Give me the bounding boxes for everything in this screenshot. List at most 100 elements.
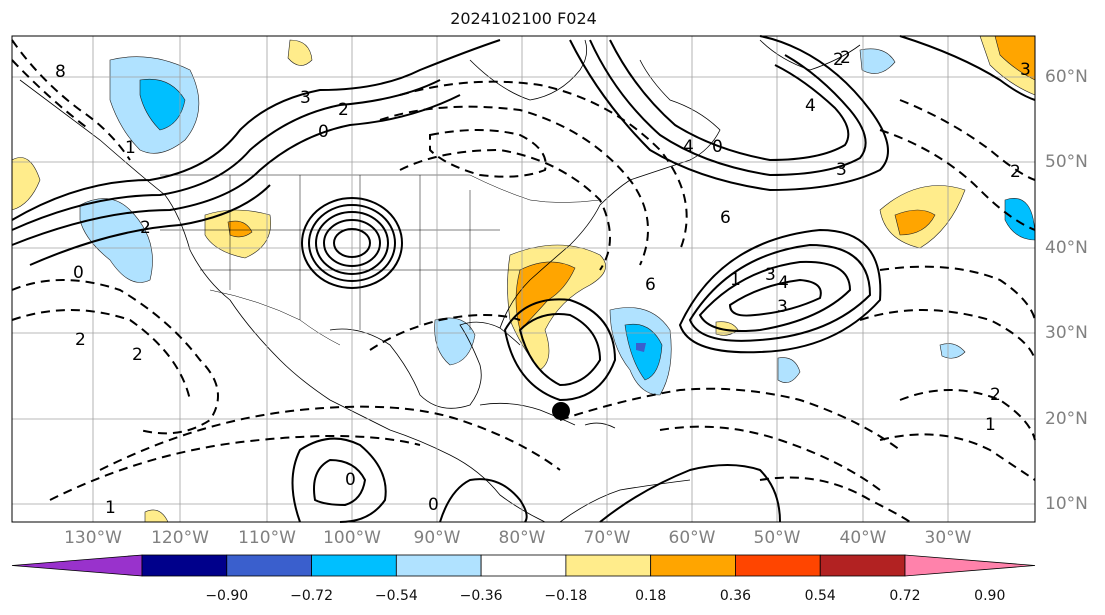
colorbar-tick-label: 0.54	[804, 588, 836, 604]
lon-label: 100°W	[323, 528, 381, 548]
colorbar-tick-label: −0.90	[205, 588, 249, 604]
contour-neg-west-1	[11, 279, 219, 435]
colorbar-tick-label: 0.90	[974, 588, 1006, 604]
contour-north-band-2	[11, 79, 441, 231]
contour-label: 1	[730, 270, 741, 290]
contour-label: 0	[345, 470, 356, 490]
lon-label: 110°W	[238, 528, 296, 548]
contour-bahamas-1	[518, 313, 602, 387]
shade-blue-midatl	[777, 357, 801, 383]
shade-yellow-nw	[287, 39, 313, 66]
contour-label: 0	[428, 495, 439, 515]
lon-label: 80°W	[498, 528, 546, 548]
contour-label: 2	[75, 330, 86, 350]
lon-label: 60°W	[668, 528, 716, 548]
colorbar-tick-label: 0.18	[635, 588, 667, 604]
shade-blue-atlantic-core	[624, 323, 663, 381]
colorbar-tick-label: −0.54	[374, 588, 418, 604]
contour-label: 0	[318, 122, 329, 142]
contour-label: 4	[805, 96, 816, 116]
shade-yellow-west	[11, 157, 41, 211]
coast-us-east	[499, 179, 631, 329]
contour-label: 3	[765, 265, 776, 285]
contour-label: 1	[125, 138, 136, 158]
contour-neg-west-2	[11, 309, 191, 401]
contour-greenland-3	[609, 39, 850, 162]
colorbar-segment	[395, 554, 482, 577]
contour-label: 4	[778, 273, 789, 293]
contour-south-4	[599, 464, 781, 523]
colorbar-segment	[311, 554, 397, 577]
colorbar-tick-label: −0.18	[544, 588, 588, 604]
contour-label: 3	[836, 160, 847, 180]
contour-label: 2	[833, 50, 844, 70]
coast-hispaniola	[584, 422, 616, 429]
contour-circle-us-2	[323, 219, 381, 267]
contour-neg-central-2	[379, 105, 649, 266]
contour-neg-central-4	[429, 129, 547, 178]
contour-label: 6	[720, 208, 731, 228]
contour-south-1	[291, 437, 387, 523]
shade-blue-greenland	[859, 48, 896, 74]
contour-circle-us-3	[315, 211, 389, 275]
lon-label: 30°W	[924, 528, 972, 548]
contour-neg-gulf	[369, 314, 521, 351]
contour-label: 4	[683, 137, 694, 157]
contour-atl-3	[678, 228, 882, 354]
contour-label: 3	[1020, 60, 1031, 80]
coast-north-america-west	[19, 79, 546, 523]
contour-greenland-1	[569, 35, 889, 192]
colorbar	[11, 554, 1036, 577]
coastlines	[19, 39, 861, 523]
contour-label: 2	[132, 345, 143, 365]
contour-bahamas-2	[503, 298, 617, 402]
lon-label: 90°W	[413, 528, 461, 548]
colorbar-segment	[819, 554, 906, 577]
contour-greenland-2	[589, 39, 867, 177]
contour-neg-se-1	[759, 476, 911, 523]
contour-neg-caribbean	[559, 387, 901, 451]
lat-label: 60°N	[1045, 67, 1088, 87]
colorbar-segment	[141, 554, 228, 577]
lat-label: 40°N	[1045, 238, 1088, 258]
contour-south-3	[439, 478, 528, 523]
colorbar-tick-label: −0.72	[290, 588, 333, 604]
contour-label: 0	[73, 263, 84, 283]
contour-label: 1	[105, 498, 116, 518]
colorbar-segment	[226, 554, 312, 577]
us-canada-border	[160, 174, 601, 203]
lon-label: 120°W	[151, 528, 209, 548]
coast-gulf-of-mexico	[329, 321, 521, 409]
lat-label: 10°N	[1045, 494, 1088, 514]
contour-label: 0	[712, 137, 723, 157]
contour-label: 2	[1010, 162, 1021, 182]
contour-label: 1	[985, 415, 996, 435]
colorbar-extend-high	[904, 554, 1036, 577]
contour-label: 2	[840, 48, 851, 68]
contour-neg-east-1	[879, 265, 1036, 321]
shade-blue-small-e	[939, 343, 966, 359]
contours-positive	[11, 35, 1036, 523]
colorbar-segment	[565, 554, 652, 577]
lon-label: 40°W	[839, 528, 887, 548]
shade-orange-ne	[894, 209, 936, 236]
colorbar-tick-label: −0.36	[459, 588, 503, 604]
contour-neg-ne-1	[899, 99, 1036, 181]
coast-south-america	[559, 479, 691, 523]
colorbar-segment	[735, 554, 821, 577]
shade-blue-west	[79, 198, 153, 283]
shade-orange-usw	[227, 220, 253, 238]
shade-purple-atlantic	[636, 343, 646, 352]
contour-label: 8	[55, 62, 66, 82]
shaded-anomaly-fields	[11, 35, 1036, 523]
colorbar-segment	[480, 554, 567, 577]
lat-label: 50°N	[1045, 152, 1088, 172]
lat-label: 30°N	[1045, 323, 1088, 343]
contour-circle-us-1	[333, 228, 371, 258]
coast-greenland	[759, 39, 861, 71]
contour-circle-us-4	[308, 204, 396, 282]
lon-label: 130°W	[64, 528, 122, 548]
contour-neg-south-2	[49, 435, 421, 501]
colorbar-extend-low	[11, 554, 143, 577]
contour-neg-south-1	[99, 405, 561, 471]
